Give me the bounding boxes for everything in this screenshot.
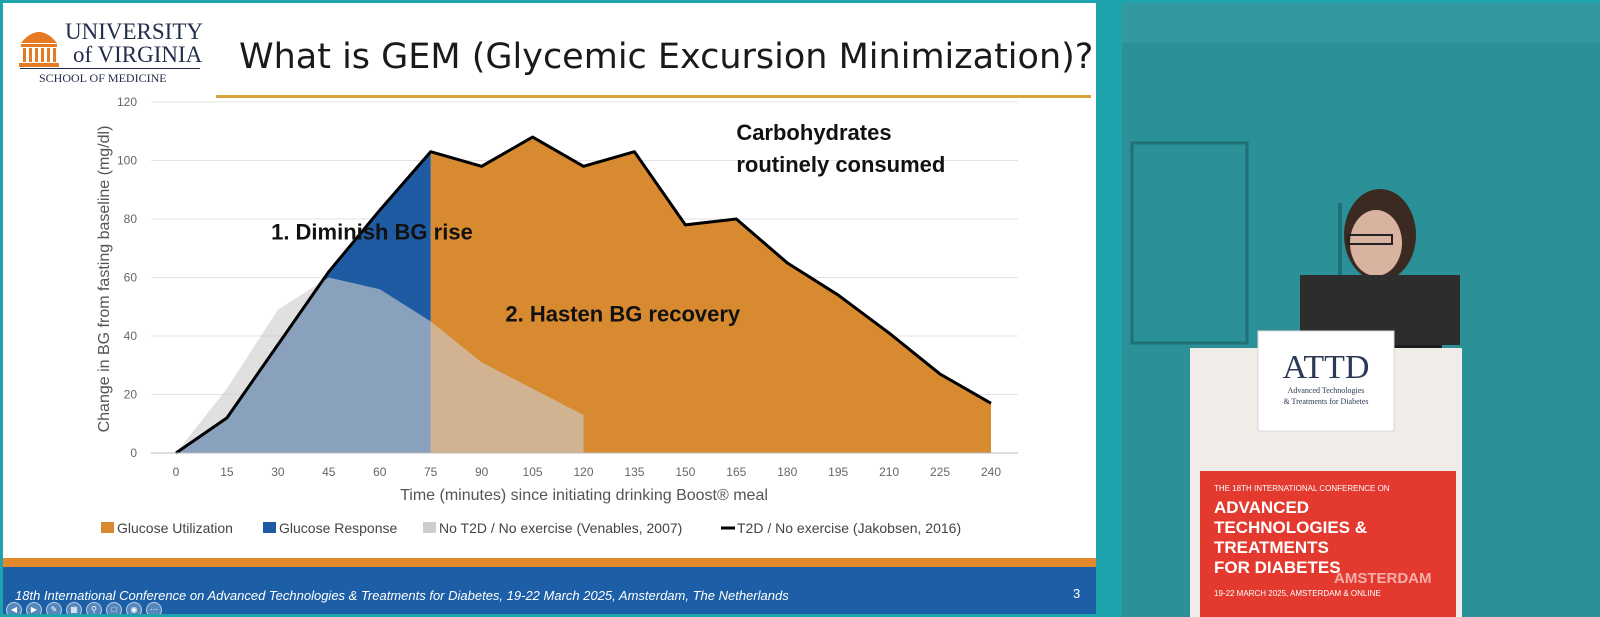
x-tick-label: 75 [424,465,438,479]
chart: 0 20 40 60 80 100 120 0 15 30 45 60 75 90 105 120 135 150… [96,95,1018,536]
x-tick-label: 105 [523,465,543,479]
presentation-controls: ◀ ▶ ✎ ▦ ⚲ □ ◉ ⋯ [6,602,162,614]
uva-logo: UNIVERSITY of VIRGINIA SCHOOL OF MEDICIN… [19,19,203,85]
legend-swatch [101,522,114,533]
y-tick-label: 20 [124,388,138,402]
y-axis-label: Change in BG from fasting baseline (mg/d… [96,126,113,433]
x-tick-label: 0 [173,465,180,479]
title-rule [216,95,1091,98]
y-tick-label: 100 [117,154,137,168]
series-area [430,137,991,453]
y-tick-label: 80 [124,212,138,226]
svg-text:& Treatments for Diabetes: & Treatments for Diabetes [1283,397,1368,406]
svg-text:ATTD: ATTD [1283,349,1370,386]
svg-text:UNIVERSITY: UNIVERSITY [65,19,203,44]
legend-label: Glucose Response [279,520,398,536]
x-tick-label: 210 [879,465,899,479]
x-tick-label: 30 [271,465,285,479]
previous-slide-icon[interactable]: ◀ [6,602,22,614]
legend-label: Glucose Utilization [117,520,233,536]
speaker-video: ATTD Advanced Technologies & Treatments … [1122,3,1600,617]
legend-label: T2D / No exercise (Jakobsen, 2016) [737,520,961,536]
x-tick-label: 60 [373,465,387,479]
x-tick-label: 240 [981,465,1001,479]
pen-icon[interactable]: ✎ [46,602,62,614]
subtitles-icon[interactable]: □ [106,602,122,614]
svg-text:THE 18TH INTERNATIONAL CONFERE: THE 18TH INTERNATIONAL CONFERENCE ON [1214,484,1390,493]
series-line [175,135,992,455]
svg-text:Advanced Technologies: Advanced Technologies [1288,386,1365,395]
legend-swatch [263,522,276,533]
next-slide-icon[interactable]: ▶ [26,602,42,614]
x-tick-label: 165 [726,465,746,479]
camera-icon[interactable]: ◉ [126,602,142,614]
rotunda-icon [19,32,59,67]
footer-bar [3,567,1096,614]
svg-text:ADVANCED: ADVANCED [1214,498,1309,517]
page-number: 3 [1073,586,1081,601]
annotation: Carbohydrates [736,120,891,145]
svg-text:TECHNOLOGIES &: TECHNOLOGIES & [1214,518,1367,537]
legend-swatch [423,522,436,533]
footer-text: 18th International Conference on Advance… [15,588,789,603]
more-options-icon[interactable]: ⋯ [146,602,162,614]
podium: ATTD Advanced Technologies & Treatments … [1190,330,1462,617]
zoom-icon[interactable]: ⚲ [86,602,102,614]
svg-text:AMSTERDAM: AMSTERDAM [1334,570,1432,587]
x-tick-label: 150 [675,465,695,479]
x-tick-label: 195 [828,465,848,479]
x-tick-label: 120 [573,465,593,479]
x-tick-label: 135 [624,465,644,479]
slides-icon[interactable]: ▦ [66,602,82,614]
y-tick-label: 40 [124,329,138,343]
x-tick-label: 90 [475,465,489,479]
annotation: 1. Diminish BG rise [271,219,473,244]
footer-accent [3,558,1096,567]
legend-label: No T2D / No exercise (Venables, 2007) [439,520,682,536]
x-tick-label: 15 [220,465,234,479]
svg-text:19-22 MARCH 2025, AMSTERDAM &: 19-22 MARCH 2025, AMSTERDAM & ONLINE [1214,589,1381,598]
svg-text:of VIRGINIA: of VIRGINIA [73,42,203,67]
svg-text:SCHOOL OF MEDICINE: SCHOOL OF MEDICINE [39,71,167,85]
annotation: routinely consumed [736,152,945,177]
y-tick-label: 120 [117,95,137,109]
annotation: 2. Hasten BG recovery [505,301,741,326]
y-tick-label: 60 [124,271,138,285]
y-tick-label: 0 [130,446,137,460]
x-tick-label: 225 [930,465,950,479]
x-tick-label: 45 [322,465,336,479]
x-axis-label: Time (minutes) since initiating drinking… [400,487,768,504]
series-area [176,277,584,453]
x-tick-label: 180 [777,465,797,479]
svg-text:TREATMENTS: TREATMENTS [1214,538,1329,557]
svg-text:FOR DIABETES: FOR DIABETES [1214,558,1341,577]
slide-title: What is GEM (Glycemic Excursion Minimiza… [239,37,1094,77]
slide: UNIVERSITY of VIRGINIA SCHOOL OF MEDICIN… [3,3,1096,614]
